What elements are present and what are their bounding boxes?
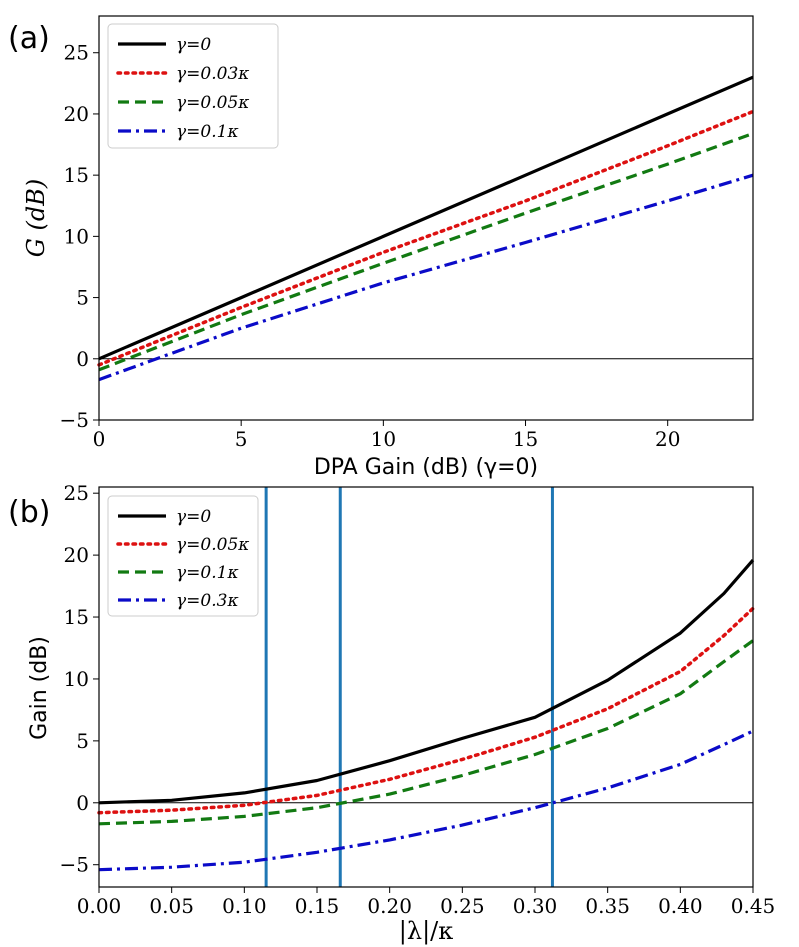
panel-b-xtick-label-3: 0.15 — [295, 894, 340, 918]
panel-a-ylabel: G (dB) — [22, 179, 50, 258]
panel-a-ytick-label-6: 25 — [64, 41, 89, 65]
panel-b-series-1 — [97, 606, 755, 815]
panel-a-series-3 — [98, 173, 754, 382]
panel-b-xtick-label-1: 0.05 — [149, 894, 194, 918]
panel-a-xtick-label-1: 5 — [235, 427, 248, 451]
panel-a-xlabel: DPA Gain (dB) (γ=0) — [314, 455, 538, 480]
panel-b-label: (b) — [8, 495, 50, 530]
panel-b-legend-label-0: γ=0 — [176, 507, 211, 527]
panel-a-legend: γ=0 γ=0.03κ γ=0.05κ γ=0.1κ — [107, 23, 279, 149]
panel-b-legend-label-3: γ=0.3κ — [176, 591, 239, 611]
panel-a-series-2 — [98, 131, 754, 372]
panel-b-series-2 — [98, 639, 754, 826]
panel-b-ytick-label-1: 0 — [76, 791, 89, 815]
panel-b-ytick-label-5: 20 — [64, 543, 89, 567]
panel-b-xtick-label-0: 0.00 — [77, 894, 122, 918]
panel-b-plot: 0.00 0.05 0.10 0.15 0.20 0.25 0.30 0.35 0.40 0.45… — [60, 481, 776, 918]
panel-b-series-3 — [98, 729, 754, 872]
panel-b-ytick-label-3: 10 — [64, 667, 89, 691]
panel-b-xtick-label-4: 0.20 — [367, 894, 412, 918]
panel-b-xtick-label-9: 0.45 — [731, 894, 776, 918]
panel-b-xtick-label-5: 0.25 — [440, 894, 485, 918]
panel-b-xlabel: |λ|/κ — [399, 917, 453, 946]
panel-a-legend-box — [107, 23, 279, 149]
panel-b-legend-label-2: γ=0.1κ — [176, 563, 239, 583]
panel-a-legend-label-0: γ=0 — [176, 35, 211, 55]
panel-a-ytick-label-1: 0 — [76, 347, 89, 371]
panel-b-legend: γ=0 γ=0.05κ γ=0.1κ γ=0.3κ — [107, 495, 259, 617]
panel-b: (b) 0.00 0.05 0.10 0.15 0.20 0.25 0.30 0.35 0.40… — [8, 481, 775, 946]
panel-b-xtick-label-7: 0.35 — [585, 894, 630, 918]
panel-a-ytick-label-5: 20 — [64, 102, 89, 126]
panel-b-ytick-label-4: 15 — [64, 605, 89, 629]
panel-a-series-1 — [97, 109, 755, 367]
panel-a-xtick-label-2: 10 — [371, 427, 396, 451]
panel-a-series-0 — [98, 75, 754, 361]
panel-a-legend-label-2: γ=0.05κ — [176, 93, 249, 113]
panel-b-xtick-label-6: 0.30 — [513, 894, 558, 918]
panel-b-ytick-label-6: 25 — [64, 481, 89, 505]
panel-b-xtick-label-2: 0.10 — [222, 894, 267, 918]
panel-a-ytick-label-0: −5 — [60, 408, 89, 432]
panel-b-ytick-label-2: 5 — [76, 729, 89, 753]
panel-b-xtick-label-8: 0.40 — [658, 894, 703, 918]
panel-b-series-0 — [98, 559, 755, 805]
panel-b-legend-box — [107, 495, 259, 617]
panel-a-ytick-label-4: 15 — [64, 163, 89, 187]
panel-b-ylabel: Gain (dB) — [27, 636, 52, 740]
panel-b-ytick-label-0: −5 — [60, 853, 89, 877]
panel-a-ytick-label-3: 10 — [64, 224, 89, 248]
panel-a-frame — [98, 15, 754, 421]
panel-a-xtick-label-0: 0 — [93, 427, 106, 451]
panel-a-ytick-label-2: 5 — [76, 286, 89, 310]
panel-b-frame — [98, 486, 754, 888]
panel-a-legend-label-3: γ=0.1κ — [176, 122, 239, 142]
panel-a-legend-label-1: γ=0.03κ — [176, 64, 249, 84]
panel-a-label: (a) — [8, 21, 50, 56]
panel-b-legend-label-1: γ=0.05κ — [176, 535, 249, 555]
panel-a-xtick-label-4: 20 — [655, 427, 680, 451]
panel-a-xtick-label-3: 15 — [513, 427, 538, 451]
